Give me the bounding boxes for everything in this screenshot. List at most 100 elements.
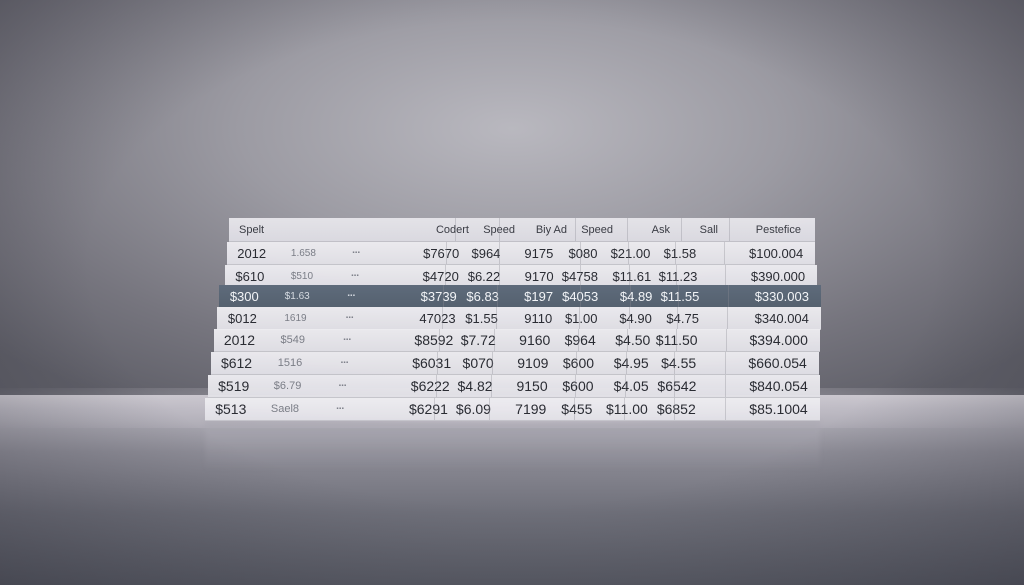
table-cell: ▪▪▪ — [336, 406, 345, 412]
table-cell: $080 — [568, 245, 598, 261]
table-cell: $510 — [290, 270, 314, 282]
column-header-ask[interactable]: Ask — [651, 223, 670, 236]
column-divider — [445, 242, 447, 264]
table-cell: ▪▪▪ — [352, 250, 361, 256]
table-cell: 1619 — [284, 312, 307, 324]
table-cell: $1.00 — [564, 310, 598, 326]
table-cell: ▪▪▪ — [347, 293, 356, 299]
table-cell: $1.55 — [465, 310, 498, 326]
table-cell: $11.61 — [612, 268, 652, 284]
table-cell: ▪▪▪ — [338, 383, 347, 389]
column-header-speed[interactable]: Speed — [483, 223, 515, 236]
table-row[interactable]: $513 Sael8 ▪▪▪ $6291 $6.09 7199 $455 $11.00 $685… — [205, 398, 820, 421]
table-cell: $6031 — [412, 355, 452, 371]
table-cell: $340.004 — [754, 310, 809, 326]
column-divider — [579, 242, 581, 264]
column-divider — [628, 265, 630, 287]
table-cell: ▪▪▪ — [340, 360, 349, 366]
column-divider — [677, 307, 679, 329]
column-divider — [490, 375, 492, 397]
table-cell: $4758 — [561, 268, 598, 284]
table-cell: $11.00 — [606, 401, 648, 417]
table-cell: $6542 — [657, 378, 697, 394]
table-cell: 2012 — [237, 245, 267, 261]
table-cell: 9170 — [524, 268, 554, 284]
column-divider — [675, 329, 677, 351]
table-cell: $012 — [227, 310, 257, 326]
column-divider — [628, 307, 630, 329]
table-cell: $610 — [235, 268, 265, 284]
table-cell: ▪▪▪ — [343, 337, 352, 343]
column-divider — [493, 329, 495, 351]
column-divider — [441, 307, 443, 329]
table-cell: 9160 — [519, 332, 551, 348]
table-cell: ▪▪▪ — [351, 273, 360, 279]
table-cell: $197 — [524, 288, 554, 304]
column-divider — [727, 307, 729, 329]
column-divider — [627, 329, 629, 351]
table-cell: $964 — [564, 332, 596, 348]
table-cell: $11.55 — [660, 288, 700, 304]
table-cell: 9109 — [517, 355, 549, 371]
table-cell: 47023 — [419, 310, 456, 326]
column-divider — [575, 375, 577, 397]
table-cell: $600 — [562, 355, 595, 371]
column-divider — [727, 285, 729, 307]
column-header-pestefice[interactable]: Pestefice — [755, 223, 801, 236]
column-divider — [726, 329, 728, 351]
column-divider — [725, 265, 727, 287]
table-cell: $6852 — [656, 401, 696, 417]
column-header-speed-2[interactable]: Speed — [581, 223, 613, 236]
table-cell: $1.63 — [284, 290, 310, 302]
table-row[interactable]: $519 $6.79 ▪▪▪ $6222 $4.82 9150 $600 $4.05 $6542… — [208, 375, 820, 398]
table-row[interactable]: $012 1619 ▪▪▪ 47023 $1.55 9110 $1.00 $4.90 $4.75… — [217, 307, 821, 330]
table-cell: $549 — [280, 334, 306, 346]
column-header-spelt[interactable]: Spelt — [239, 223, 265, 236]
column-divider — [580, 265, 582, 287]
table-cell: $100.004 — [748, 245, 804, 261]
column-divider — [676, 265, 678, 287]
column-header-biy-ad[interactable]: Biy Ad — [535, 223, 567, 236]
column-divider — [723, 242, 725, 264]
table-row[interactable]: 2012 1.658 ▪▪▪ $7670 $964 9175 $080 $21.00 $1.58… — [227, 242, 815, 265]
table-cell: ▪▪▪ — [345, 315, 354, 321]
table-row[interactable]: 2012 $549 ▪▪▪ $8592 $7.72 9160 $964 $4.50 $11.50… — [214, 329, 820, 352]
table-reflection — [205, 421, 820, 471]
table-cell: $330.003 — [754, 288, 809, 304]
column-divider — [574, 398, 575, 420]
table-cell: $85.1004 — [749, 401, 808, 417]
table-cell: $4.89 — [619, 288, 653, 304]
column-divider — [491, 352, 493, 374]
column-divider — [497, 285, 499, 307]
column-header-sall[interactable]: Sall — [699, 223, 718, 236]
table-cell: 1.658 — [290, 247, 316, 259]
table-cell: $394.000 — [749, 332, 808, 348]
table-cell: $660.054 — [748, 355, 807, 371]
table-row[interactable]: $612 1516 ▪▪▪ $6031 $070 9109 $600 $4.95 $4.55 $6… — [211, 352, 819, 375]
column-divider — [674, 352, 676, 374]
table-cell: 9150 — [516, 378, 548, 394]
price-table: Spelt Codert Speed Biy Ad Speed Ask Sall… — [205, 218, 821, 423]
table-cell: $4.55 — [661, 355, 697, 371]
table-cell: $840.054 — [749, 378, 808, 394]
column-divider — [677, 285, 679, 307]
column-divider — [624, 398, 626, 420]
table-cell: 9175 — [524, 245, 554, 261]
table-cell: $455 — [561, 401, 593, 417]
column-divider — [489, 398, 491, 420]
column-divider — [433, 398, 435, 420]
table-cell: $4.05 — [613, 378, 649, 394]
column-divider — [725, 375, 727, 397]
table-cell: $8592 — [414, 332, 454, 348]
table-cell: $6.09 — [455, 401, 491, 417]
table-cell: Sael8 — [270, 403, 300, 415]
column-divider — [628, 242, 630, 264]
table-cell: $4720 — [422, 268, 459, 284]
column-divider — [498, 242, 500, 264]
table-cell: $3739 — [420, 288, 457, 304]
table-cell: $11.23 — [658, 268, 698, 284]
column-divider — [575, 352, 577, 374]
table-row-selected[interactable]: $300 $1.63 ▪▪▪ $3739 $6.83 $197 $4053 $4.89 $11.… — [219, 285, 821, 308]
table-cell: $6291 — [408, 401, 448, 417]
column-header-codert[interactable]: Codert — [435, 223, 469, 236]
